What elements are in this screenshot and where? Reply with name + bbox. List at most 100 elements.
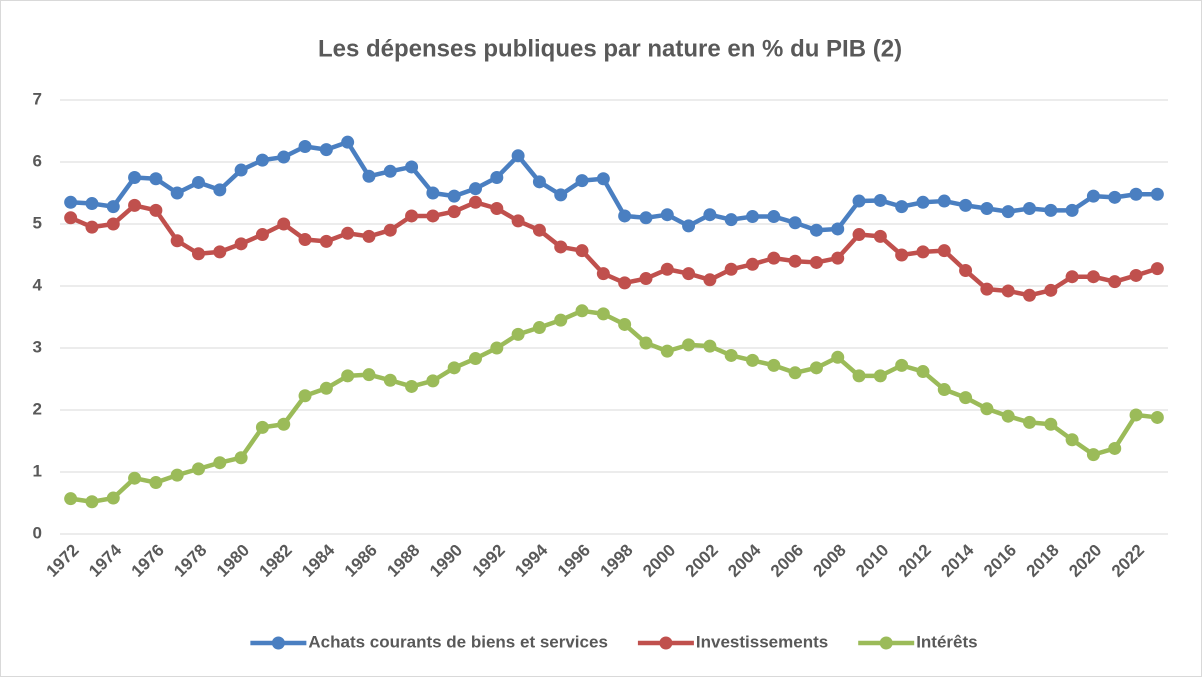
data-point xyxy=(319,234,333,248)
data-point xyxy=(149,172,163,186)
data-point xyxy=(682,219,696,233)
data-point xyxy=(1001,284,1015,298)
y-tick-label: 2 xyxy=(33,399,42,418)
data-point xyxy=(255,228,269,242)
data-point xyxy=(1108,190,1122,204)
data-point xyxy=(405,160,419,174)
y-tick-label: 6 xyxy=(33,151,42,170)
y-tick-label: 1 xyxy=(33,461,42,480)
data-point xyxy=(511,214,525,228)
data-point xyxy=(980,202,994,215)
data-point xyxy=(362,169,376,183)
y-tick-label: 4 xyxy=(33,275,43,294)
data-point xyxy=(213,245,227,259)
data-point xyxy=(170,186,184,200)
legend-marker xyxy=(271,636,285,650)
data-point xyxy=(1150,410,1164,424)
data-point xyxy=(298,140,312,153)
data-point xyxy=(809,223,823,237)
data-point xyxy=(1044,283,1058,297)
data-point xyxy=(916,245,930,259)
data-point xyxy=(490,171,504,184)
data-point xyxy=(1129,408,1143,422)
data-point xyxy=(106,217,120,231)
data-point xyxy=(703,273,717,287)
data-point xyxy=(852,194,866,208)
y-tick-label: 0 xyxy=(33,523,42,542)
data-point xyxy=(1044,203,1058,217)
legend-marker xyxy=(659,636,673,650)
data-point xyxy=(767,358,781,372)
data-point xyxy=(85,495,99,509)
data-point xyxy=(682,267,696,281)
data-point xyxy=(724,213,738,227)
data-point xyxy=(447,361,461,375)
data-point xyxy=(234,237,248,251)
data-point xyxy=(170,468,184,482)
data-point xyxy=(660,262,674,276)
data-point xyxy=(426,374,440,388)
legend: Achats courants de biens et services Inve… xyxy=(250,632,978,651)
data-point xyxy=(405,209,419,223)
data-point xyxy=(426,209,440,223)
data-point xyxy=(192,462,205,476)
data-point xyxy=(1001,205,1015,219)
data-point xyxy=(341,135,355,149)
data-point xyxy=(1086,189,1100,203)
data-point xyxy=(767,251,781,265)
data-point xyxy=(873,193,887,207)
data-point xyxy=(64,492,78,506)
data-point xyxy=(831,350,845,364)
data-point xyxy=(490,202,504,215)
series-line xyxy=(70,308,1158,505)
data-point xyxy=(980,282,994,296)
data-point xyxy=(724,262,738,276)
data-point xyxy=(405,379,419,393)
data-point xyxy=(1065,433,1079,447)
data-point xyxy=(831,251,845,265)
data-point xyxy=(1023,288,1036,302)
data-point xyxy=(639,272,653,286)
data-point xyxy=(980,402,994,416)
data-point xyxy=(809,361,823,375)
data-point xyxy=(277,217,291,231)
data-point xyxy=(1129,187,1143,201)
data-point xyxy=(532,321,546,335)
data-point xyxy=(319,143,333,157)
data-point xyxy=(383,373,397,387)
y-tick-label: 5 xyxy=(33,213,42,232)
data-point xyxy=(575,174,589,188)
data-point xyxy=(298,233,312,246)
data-point xyxy=(106,491,120,505)
data-point xyxy=(149,476,163,490)
data-point xyxy=(447,205,461,219)
data-point xyxy=(703,208,717,222)
data-point xyxy=(511,149,525,163)
data-point xyxy=(554,313,568,327)
data-point xyxy=(341,369,355,383)
data-point xyxy=(469,182,482,196)
data-point xyxy=(682,338,696,352)
data-point xyxy=(255,420,269,434)
data-point xyxy=(149,203,163,217)
legend-marker xyxy=(879,636,893,650)
data-point xyxy=(128,198,142,212)
data-point xyxy=(746,210,759,224)
data-point xyxy=(362,229,376,243)
data-point xyxy=(277,417,291,431)
data-point xyxy=(1044,417,1058,431)
data-point xyxy=(298,389,312,403)
data-point xyxy=(532,175,546,189)
data-point xyxy=(724,348,738,362)
data-point xyxy=(234,163,248,177)
data-point xyxy=(831,222,845,236)
data-point xyxy=(511,327,525,341)
data-point xyxy=(937,194,951,208)
data-point xyxy=(447,189,461,203)
legend-label: Intérêts xyxy=(916,632,977,651)
data-point xyxy=(852,369,866,383)
data-point xyxy=(213,183,227,197)
data-point xyxy=(895,248,909,262)
data-point xyxy=(959,264,973,277)
